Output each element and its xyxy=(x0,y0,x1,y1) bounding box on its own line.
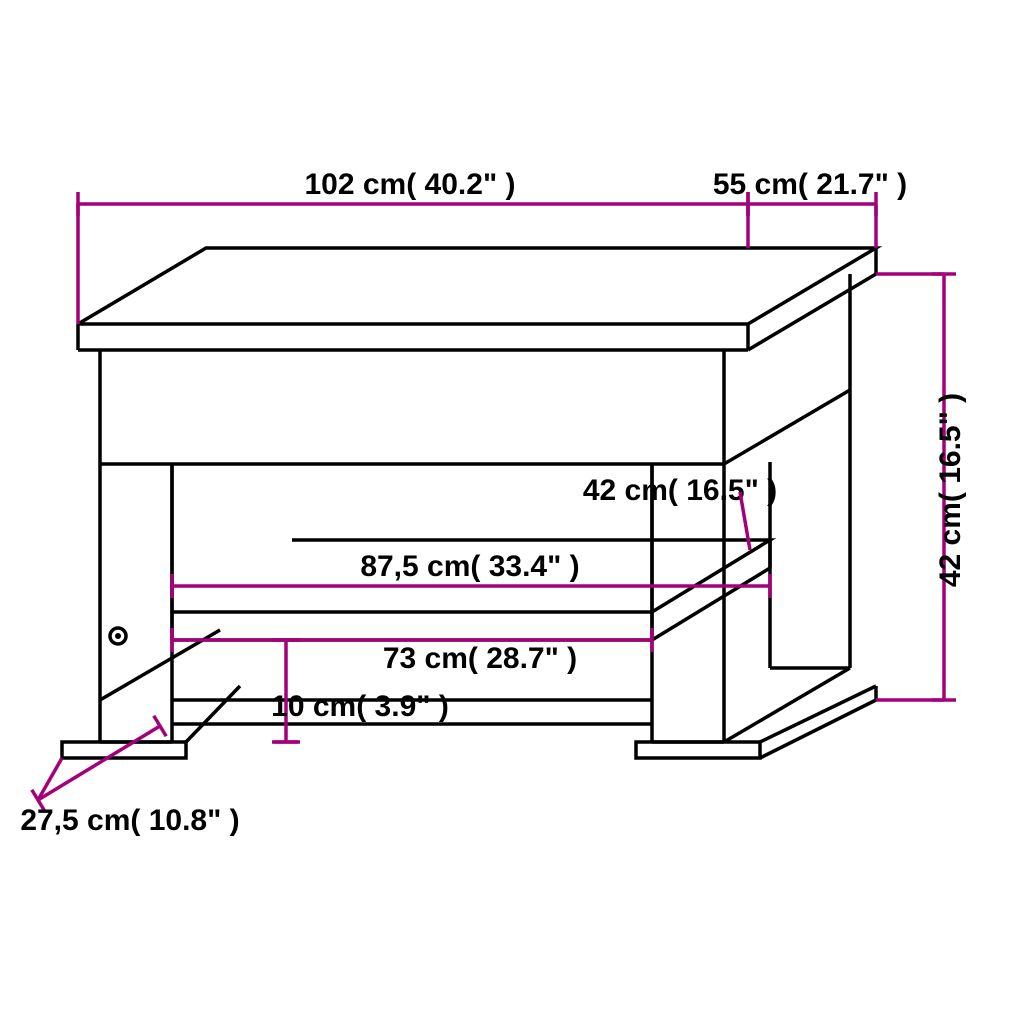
svg-text:102 cm( 40.2" ): 102 cm( 40.2" ) xyxy=(304,168,515,201)
svg-text:73 cm( 28.7" ): 73 cm( 28.7" ) xyxy=(383,642,577,675)
svg-text:42 cm( 16.5" ): 42 cm( 16.5" ) xyxy=(934,393,967,587)
dimension-diagram: 102 cm( 40.2" ) 55 cm( 21.7" ) 42 cm( 16.5… xyxy=(0,0,1024,1024)
svg-text:55 cm( 21.7" ): 55 cm( 21.7" ) xyxy=(713,168,907,201)
svg-text:87,5 cm( 33.4" ): 87,5 cm( 33.4" ) xyxy=(360,550,579,583)
svg-text:27,5 cm( 10.8" ): 27,5 cm( 10.8" ) xyxy=(20,804,239,837)
svg-text:42 cm( 16.5" ): 42 cm( 16.5" ) xyxy=(583,474,777,507)
svg-text:10 cm( 3.9" ): 10 cm( 3.9" ) xyxy=(271,690,449,723)
